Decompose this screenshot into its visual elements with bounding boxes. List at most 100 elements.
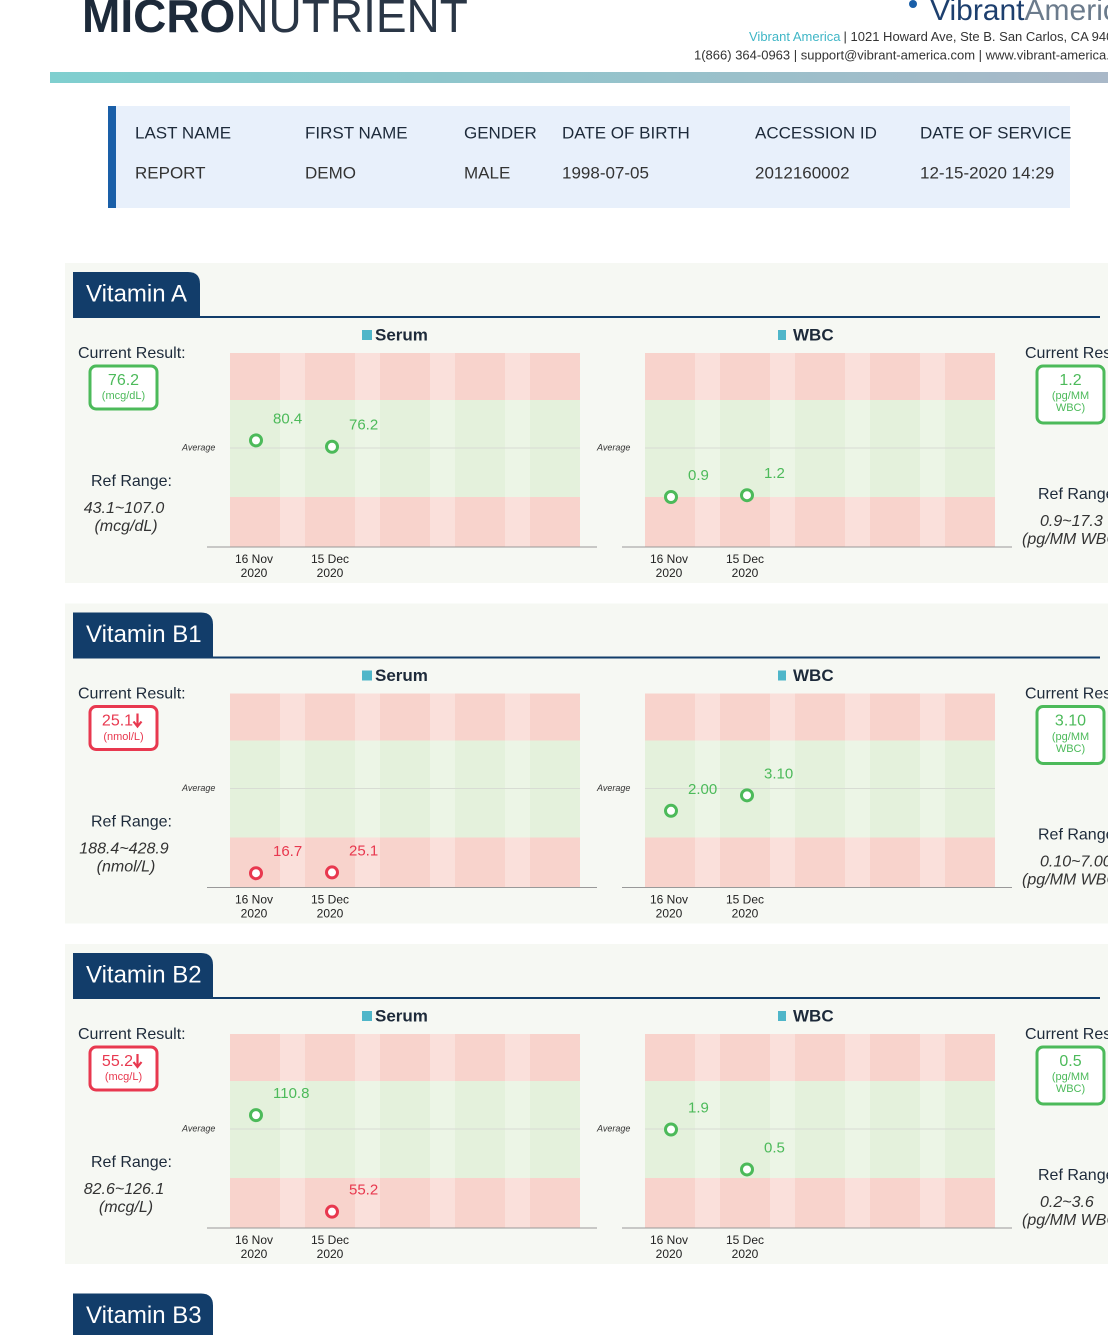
- current-unit: (pg/MM WBC): [1052, 1071, 1089, 1095]
- ref-unit: (mcg/dL): [94, 518, 157, 535]
- data-label: 76.2: [349, 417, 378, 434]
- zone-low: [230, 837, 580, 888]
- stripe: [770, 1034, 795, 1228]
- stripe: [920, 1034, 945, 1228]
- legend-swatch: [778, 670, 786, 681]
- stripe: [770, 353, 795, 547]
- stripe: [845, 353, 870, 547]
- patient-value: DEMO: [305, 163, 356, 182]
- current-label: Current Result:: [1025, 1026, 1108, 1043]
- average-label: Average: [181, 783, 215, 793]
- zone-high: [645, 353, 995, 400]
- panel-title: Vitamin B3: [86, 1302, 202, 1329]
- legend-label: Serum: [375, 1006, 428, 1025]
- ref-label: Ref Range:: [91, 814, 172, 831]
- zone-high: [230, 353, 580, 400]
- patient-label: GENDER: [464, 123, 537, 142]
- patient-label: DATE OF SERVICE: [920, 123, 1071, 142]
- x-tick-label: 15 Dec: [311, 1233, 349, 1247]
- zone-low: [645, 837, 995, 888]
- zone-low: [230, 497, 580, 547]
- data-label: 0.9: [688, 467, 709, 484]
- x-tick-label: 2020: [317, 1247, 344, 1261]
- legend-label: WBC: [793, 325, 834, 344]
- data-point: [740, 1162, 754, 1177]
- data-label: 1.2: [764, 465, 785, 482]
- ref-range: 0.2~3.6: [1040, 1194, 1094, 1211]
- average-label: Average: [181, 1123, 215, 1133]
- x-tick-label: 2020: [241, 1247, 268, 1261]
- current-value: 0.5: [1059, 1053, 1081, 1070]
- stripe: [505, 353, 530, 547]
- data-point: [249, 433, 263, 448]
- zone-low: [645, 1178, 995, 1228]
- data-label: 2.00: [688, 781, 717, 798]
- title: MICRONUTRIENT: [82, 0, 468, 42]
- stripe: [695, 693, 720, 888]
- x-tick-label: 2020: [732, 907, 759, 921]
- average-label: Average: [181, 442, 215, 452]
- legend-swatch: [778, 1011, 786, 1021]
- data-label: 16.7: [273, 843, 302, 860]
- stripe: [845, 1034, 870, 1228]
- patient-value: 12-15-2020 14:29: [920, 163, 1054, 182]
- patient-value: 2012160002: [755, 163, 850, 182]
- legend-label: WBC: [793, 666, 834, 685]
- stripe: [695, 1034, 720, 1228]
- x-tick-label: 15 Dec: [726, 1233, 764, 1247]
- x-tick-label: 2020: [732, 1247, 759, 1261]
- data-point: [664, 490, 678, 504]
- stripe: [505, 693, 530, 888]
- current-unit: (pg/MM WBC): [1052, 390, 1089, 414]
- patient-label: DATE OF BIRTH: [562, 123, 690, 142]
- patient-value: 1998-07-05: [562, 163, 649, 182]
- unit-text: (nmol/L): [103, 730, 144, 743]
- stripe: [920, 353, 945, 547]
- data-point: [249, 1108, 263, 1123]
- stripe: [695, 353, 720, 547]
- average-label: Average: [596, 1123, 630, 1133]
- ref-label: Ref Range:: [91, 1154, 172, 1171]
- stripe: [920, 693, 945, 888]
- data-label: 3.10: [764, 765, 793, 782]
- current-value: 25.1: [102, 713, 133, 730]
- x-tick-label: 15 Dec: [311, 552, 349, 566]
- stripe: [430, 353, 455, 547]
- x-tick-label: 2020: [732, 566, 759, 580]
- current-value: 3.10: [1055, 713, 1086, 730]
- average-label: Average: [596, 442, 630, 452]
- logo-dot: [909, 0, 917, 8]
- ref-range: 82.6~126.1: [84, 1181, 165, 1198]
- x-tick-label: 2020: [317, 566, 344, 580]
- x-tick-label: 16 Nov: [650, 893, 688, 907]
- x-tick-label: 15 Dec: [726, 893, 764, 907]
- stripe: [355, 693, 380, 888]
- patient-label: FIRST NAME: [305, 123, 408, 142]
- stripe: [770, 693, 795, 888]
- ref-unit: (nmol/L): [97, 859, 156, 876]
- ref-unit: (pg/MM WBC): [1022, 872, 1108, 889]
- panel-tab: [73, 272, 200, 318]
- contact: 1(866) 364-0963 | support@vibrant-americ…: [694, 47, 1108, 62]
- unit-text: (mcg/dL): [101, 390, 146, 402]
- data-label: 0.5: [764, 1139, 785, 1156]
- ref-range: 0.9~17.3: [1040, 513, 1103, 530]
- x-tick-label: 2020: [241, 907, 268, 921]
- unit-text: (pg/MM WBC): [1051, 730, 1090, 755]
- data-point: [664, 1122, 678, 1137]
- legend-swatch: [362, 1011, 372, 1021]
- data-point: [325, 1204, 339, 1219]
- current-box: [1035, 705, 1106, 765]
- panel-tab: [73, 612, 213, 659]
- zone-low: [230, 1178, 580, 1228]
- data-point: [249, 866, 263, 881]
- data-point: [325, 439, 339, 454]
- stripe: [430, 693, 455, 888]
- current-unit: (pg/MM WBC): [1051, 730, 1090, 755]
- panel-tab: [73, 1293, 213, 1335]
- panel-title: Vitamin B2: [86, 961, 202, 988]
- x-tick-label: 16 Nov: [650, 1233, 688, 1247]
- low-arrow: [132, 1054, 143, 1069]
